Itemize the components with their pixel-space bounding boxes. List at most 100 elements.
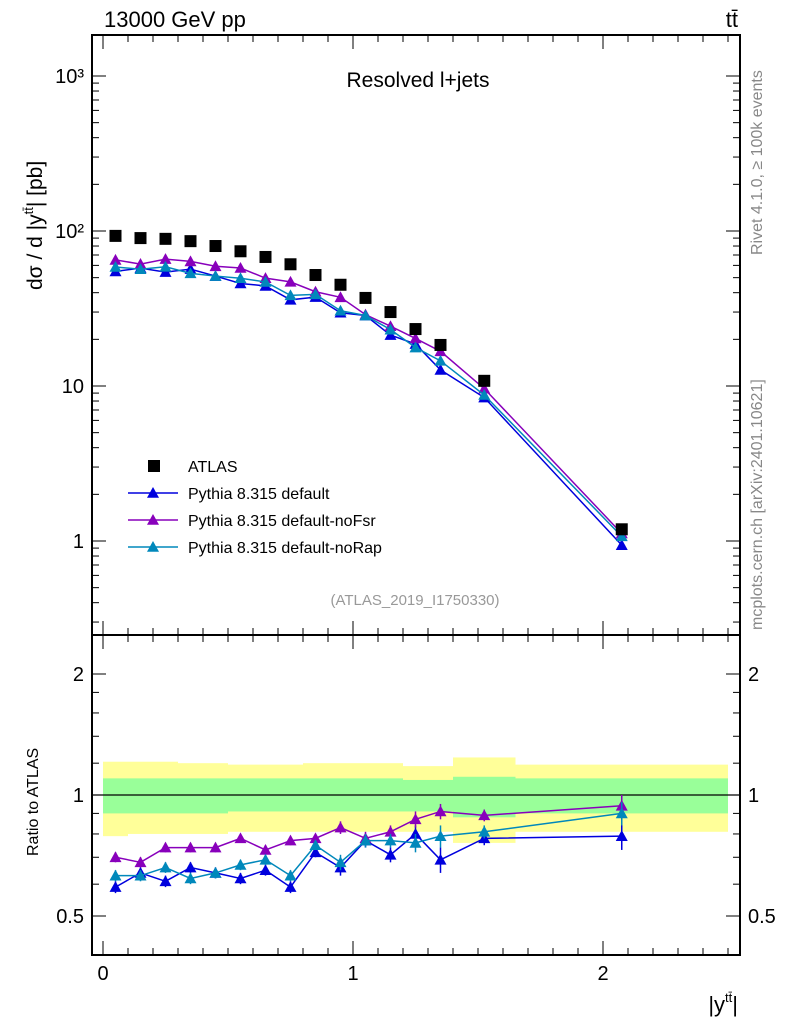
ratio-point-pythia-8-315-default-norap	[615, 807, 628, 819]
point-atlas	[259, 250, 272, 263]
point-pythia-8-315-default-nofsr	[334, 291, 347, 303]
ratio-point-pythia-8-315-default-norap	[209, 866, 222, 878]
x-tick-label: 1	[347, 963, 358, 985]
ratio-band-green	[203, 778, 228, 814]
point-pythia-8-315-default-nofsr	[284, 275, 297, 287]
ratio-point-pythia-8-315-default-norap	[184, 872, 197, 884]
ratio-point-pythia-8-315-default	[384, 848, 397, 860]
ratio-point-pythia-8-315-default-nofsr	[434, 805, 447, 817]
y-tick-label: 10	[62, 376, 84, 398]
point-pythia-8-315-default-nofsr	[159, 253, 172, 264]
legend-marker-atlas	[148, 460, 160, 472]
point-atlas	[309, 269, 322, 282]
side-label-top: Rivet 4.1.0, ≥ 100k events	[749, 70, 766, 255]
ratio-band-green	[153, 778, 178, 814]
point-pythia-8-315-default	[615, 539, 628, 550]
ratio-point-pythia-8-315-default-nofsr	[384, 825, 397, 837]
ratio-point-pythia-8-315-default	[159, 875, 172, 887]
ratio-y-axis-label: Ratio to ATLAS	[25, 748, 42, 856]
ratio-point-pythia-8-315-default-nofsr	[309, 832, 322, 844]
ratio-point-pythia-8-315-default-nofsr	[134, 856, 147, 868]
y-tick-label: 1	[73, 531, 84, 553]
ratio-point-pythia-8-315-default-norap	[309, 839, 322, 851]
legend: ATLAS Pythia 8.315 default Pythia 8.315 de…	[128, 459, 382, 557]
ratio-point-pythia-8-315-default-norap	[334, 856, 347, 868]
legend-label: Pythia 8.315 default	[188, 486, 330, 503]
point-pythia-8-315-default-nofsr	[409, 332, 422, 344]
point-pythia-8-315-default-nofsr	[209, 260, 222, 272]
ratio-band-green	[403, 779, 428, 812]
point-atlas	[434, 338, 447, 351]
line-pythia-8-315-default-norap	[115, 266, 623, 537]
y-tick-label: 10³	[55, 66, 84, 88]
ratio-point-pythia-8-315-default-norap	[409, 836, 422, 848]
ratio-point-pythia-8-315-default	[615, 830, 628, 841]
header-left: 13000 GeV pp	[104, 7, 246, 32]
point-atlas	[209, 240, 222, 253]
ratio-point-pythia-8-315-default-norap	[359, 834, 372, 846]
ratio-point-pythia-8-315-default-norap	[159, 861, 172, 873]
point-atlas	[478, 374, 491, 387]
line-pythia-8-315-default	[115, 267, 623, 546]
ratio-point-pythia-8-315-default-nofsr	[234, 832, 247, 844]
point-atlas	[159, 232, 172, 245]
x-tick-label: 0	[97, 963, 108, 985]
point-pythia-8-315-default-nofsr	[184, 255, 197, 267]
point-pythia-8-315-default-norap	[334, 304, 347, 316]
point-pythia-8-315-default-norap	[478, 389, 491, 400]
ratio-tick-label: 1	[73, 785, 84, 807]
ratio-band-green	[128, 778, 153, 814]
point-pythia-8-315-default-norap	[234, 272, 247, 284]
point-pythia-8-315-default-norap	[159, 260, 172, 272]
x-tick-label: 2	[597, 963, 608, 985]
ratio-tick-label-right: 0.5	[748, 906, 776, 928]
y-tick-label: 10²	[55, 221, 84, 243]
ratio-point-pythia-8-315-default-nofsr	[259, 843, 272, 855]
ratio-band-green	[103, 778, 128, 814]
point-pythia-8-315-default	[384, 329, 397, 340]
y-axis-label: dσ / d |ytt̄| [pb]	[21, 161, 47, 290]
ratio-tick-label-right: 2	[748, 664, 759, 686]
ratio-point-pythia-8-315-default-norap	[284, 869, 297, 881]
ratio-point-pythia-8-315-default-nofsr	[159, 841, 172, 853]
point-atlas	[184, 235, 197, 248]
ratio-point-pythia-8-315-default	[184, 861, 197, 873]
analysis-label: (ATLAS_2019_I1750330)	[330, 592, 499, 609]
ratio-tick-label: 2	[73, 664, 84, 686]
ratio-line-pythia-8-315-default	[115, 832, 622, 889]
point-pythia-8-315-default-norap	[284, 289, 297, 301]
point-pythia-8-315-default-nofsr	[478, 382, 491, 394]
point-pythia-8-315-default-norap	[409, 341, 422, 353]
point-pythia-8-315-default-norap	[615, 530, 628, 542]
point-pythia-8-315-default-norap	[259, 275, 272, 287]
header-right: tt̄	[726, 7, 738, 32]
legend-label-atlas: ATLAS	[188, 459, 238, 476]
legend-marker	[147, 541, 159, 552]
point-pythia-8-315-default-norap	[434, 354, 447, 366]
ratio-point-pythia-8-315-default-nofsr	[409, 813, 422, 825]
point-pythia-8-315-default-norap	[109, 260, 122, 272]
ratio-point-pythia-8-315-default	[234, 872, 247, 884]
ratio-point-pythia-8-315-default-norap	[234, 858, 247, 870]
ratio-point-pythia-8-315-default-nofsr	[109, 851, 122, 863]
point-atlas	[384, 306, 397, 319]
ratio-point-pythia-8-315-default-norap	[478, 825, 491, 837]
point-atlas	[284, 258, 297, 271]
ratio-tick-label: 0.5	[56, 906, 84, 928]
point-pythia-8-315-default-norap	[384, 323, 397, 335]
ratio-point-pythia-8-315-default-norap	[134, 869, 147, 881]
legend-label: Pythia 8.315 default-noRap	[188, 540, 382, 557]
side-label-bottom: mcplots.cern.ch [arXiv:2401.10621]	[749, 379, 766, 630]
ratio-point-pythia-8-315-default-norap	[259, 853, 272, 865]
ratio-point-pythia-8-315-default	[259, 864, 272, 876]
ratio-point-pythia-8-315-default-nofsr	[209, 841, 222, 853]
point-atlas	[334, 278, 347, 291]
ratio-line-pythia-8-315-default-nofsr	[115, 805, 622, 864]
point-pythia-8-315-default-norap	[209, 270, 222, 281]
ratio-point-pythia-8-315-default-nofsr	[478, 809, 491, 821]
point-pythia-8-315-default-norap	[309, 288, 322, 300]
point-pythia-8-315-default-norap	[184, 267, 197, 279]
ratio-point-pythia-8-315-default	[409, 827, 422, 839]
point-atlas	[359, 291, 372, 304]
